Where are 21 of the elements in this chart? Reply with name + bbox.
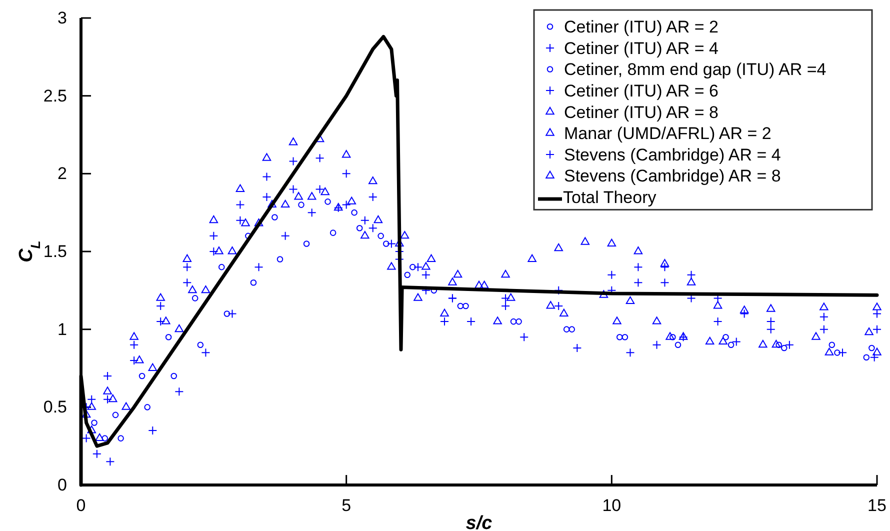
legend-label: Stevens (Cambridge) AR = 8 bbox=[564, 166, 781, 186]
legend-label: Manar (UMD/AFRL) AR = 2 bbox=[564, 124, 772, 144]
y-tick-label: 0.5 bbox=[43, 398, 67, 417]
x-tick-label: 0 bbox=[76, 496, 86, 516]
legend-label: Stevens (Cambridge) AR = 4 bbox=[564, 145, 781, 164]
y-tick-label: 3 bbox=[58, 8, 67, 28]
legend-label: Cetiner (ITU) AR = 6 bbox=[564, 82, 718, 100]
x-tick-label: 15 bbox=[868, 496, 886, 516]
x-tick-label: 5 bbox=[342, 496, 352, 516]
legend-label: Cetiner (ITU) AR = 4 bbox=[564, 38, 718, 58]
x-axis-title: s/c bbox=[466, 513, 493, 531]
legend-label: Cetiner, 8mm end gap (ITU) AR =4 bbox=[564, 60, 826, 80]
y-tick-label: 2 bbox=[58, 164, 67, 184]
x-tick-label: 10 bbox=[602, 496, 622, 516]
y-tick-label: 1.5 bbox=[43, 242, 67, 261]
y-tick-label: 1 bbox=[58, 320, 67, 339]
legend-label: Cetiner (ITU) AR = 8 bbox=[564, 102, 718, 122]
legend-label: Total Theory bbox=[563, 188, 657, 207]
y-tick-label: 2.5 bbox=[43, 86, 67, 106]
y-tick-label: 0 bbox=[58, 475, 67, 494]
legend-label: Cetiner (ITU) AR = 2 bbox=[564, 18, 718, 37]
